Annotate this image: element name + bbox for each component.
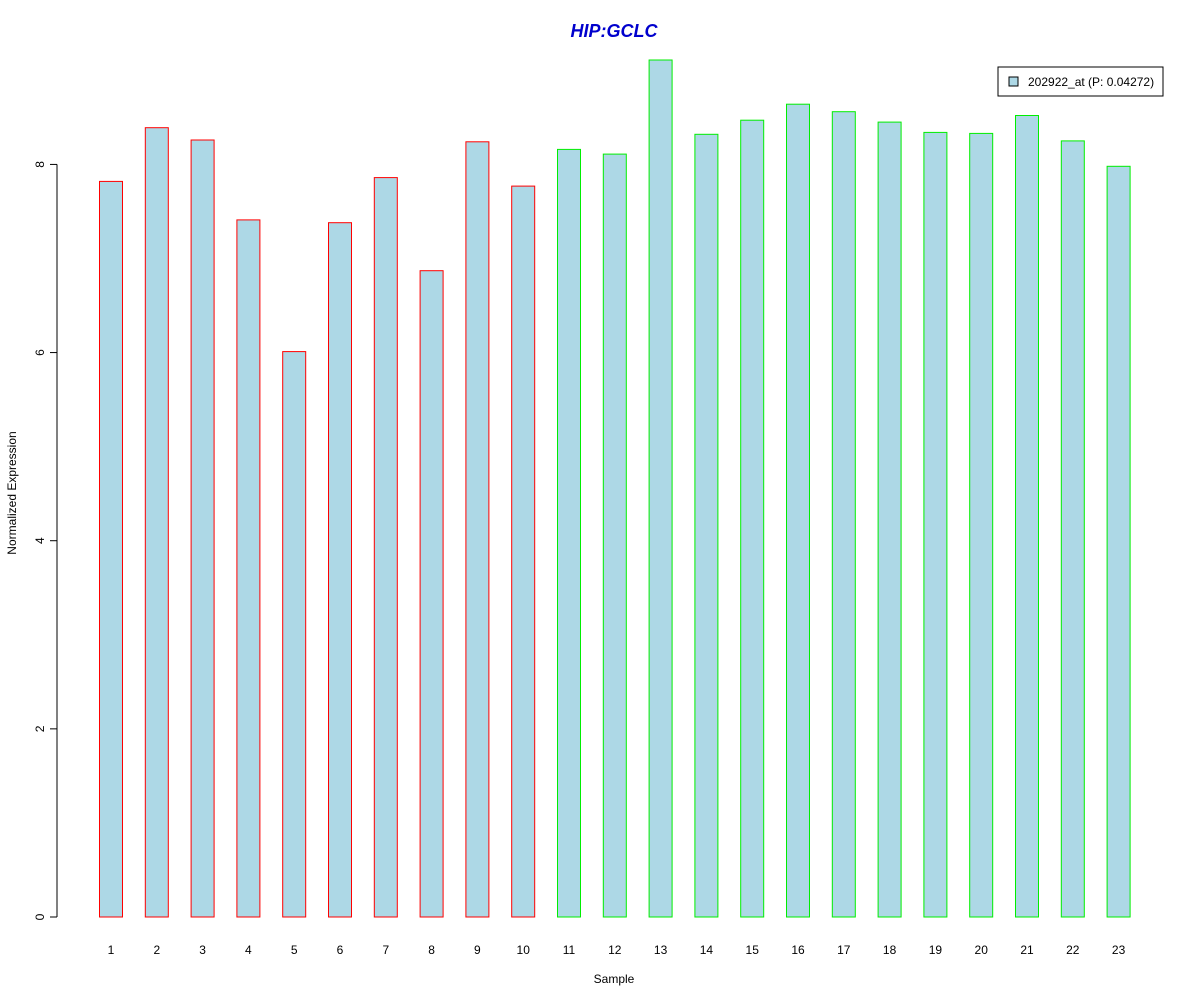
x-tick-label: 9 bbox=[474, 943, 481, 957]
x-tick-label: 20 bbox=[975, 943, 989, 957]
y-axis: 0 2 4 6 8 bbox=[33, 161, 58, 920]
x-tick-label: 22 bbox=[1066, 943, 1080, 957]
bar-sample-6 bbox=[328, 222, 352, 918]
y-tick-label: 0 bbox=[33, 913, 47, 920]
bar-sample-21 bbox=[1015, 115, 1039, 918]
bars bbox=[99, 59, 1131, 918]
x-tick-label: 8 bbox=[428, 943, 435, 957]
legend-entry-label: 202922_at (P: 0.04272) bbox=[1028, 75, 1154, 89]
bar-sample-10 bbox=[511, 185, 536, 918]
bar-sample-16 bbox=[786, 103, 810, 918]
x-tick-label: 2 bbox=[153, 943, 160, 957]
bar-sample-20 bbox=[969, 132, 994, 918]
legend-box bbox=[997, 66, 1164, 97]
x-tick-label: 13 bbox=[654, 943, 668, 957]
x-tick-label: 12 bbox=[608, 943, 622, 957]
y-tick-label: 6 bbox=[33, 349, 47, 356]
bar-sample-18 bbox=[877, 121, 902, 918]
bar-sample-11 bbox=[557, 148, 581, 918]
bar-sample-14 bbox=[694, 133, 719, 918]
bar-sample-17 bbox=[831, 111, 856, 918]
y-tick-label: 2 bbox=[33, 725, 47, 732]
bar-sample-19 bbox=[923, 131, 948, 918]
bar-sample-8 bbox=[419, 270, 444, 918]
bar-sample-15 bbox=[740, 119, 765, 918]
bar-sample-13 bbox=[648, 59, 673, 918]
x-tick-label: 21 bbox=[1020, 943, 1034, 957]
x-tick-label: 5 bbox=[291, 943, 298, 957]
x-tick-label: 6 bbox=[337, 943, 344, 957]
bar-sample-22 bbox=[1060, 140, 1085, 918]
bar-sample-23 bbox=[1106, 165, 1131, 918]
x-axis-label: Sample bbox=[594, 972, 635, 986]
x-tick-label: 7 bbox=[382, 943, 389, 957]
bar-sample-4 bbox=[236, 219, 261, 918]
y-tick-label: 4 bbox=[33, 537, 47, 544]
x-tick-label: 16 bbox=[791, 943, 805, 957]
y-axis-label: Normalized Expression bbox=[5, 431, 19, 554]
x-tick-labels: 1 2 3 4 5 6 7 8 9 10 11 12 13 14 15 16 17 18 19 20 21 22 23 bbox=[108, 943, 1126, 957]
x-tick-label: 3 bbox=[199, 943, 206, 957]
y-tick-label: 8 bbox=[33, 161, 47, 168]
x-tick-label: 10 bbox=[517, 943, 531, 957]
x-tick-label: 14 bbox=[700, 943, 714, 957]
bar-sample-9 bbox=[465, 141, 490, 918]
legend-swatch bbox=[1008, 76, 1019, 87]
bar-sample-5 bbox=[282, 351, 307, 918]
chart-title: HIP:GCLC bbox=[571, 21, 659, 41]
bar-sample-2 bbox=[144, 127, 169, 918]
bar-sample-12 bbox=[602, 153, 627, 918]
bar-sample-1 bbox=[99, 180, 123, 918]
x-tick-label: 15 bbox=[746, 943, 760, 957]
x-tick-label: 11 bbox=[563, 943, 576, 957]
x-tick-label: 19 bbox=[929, 943, 943, 957]
x-tick-label: 23 bbox=[1112, 943, 1126, 957]
bar-sample-7 bbox=[373, 177, 398, 918]
x-tick-label: 18 bbox=[883, 943, 897, 957]
bar-sample-3 bbox=[190, 139, 215, 918]
x-tick-label: 1 bbox=[108, 943, 115, 957]
x-tick-label: 17 bbox=[837, 943, 851, 957]
x-tick-label: 4 bbox=[245, 943, 252, 957]
legend: 202922_at (P: 0.04272) bbox=[997, 66, 1164, 97]
